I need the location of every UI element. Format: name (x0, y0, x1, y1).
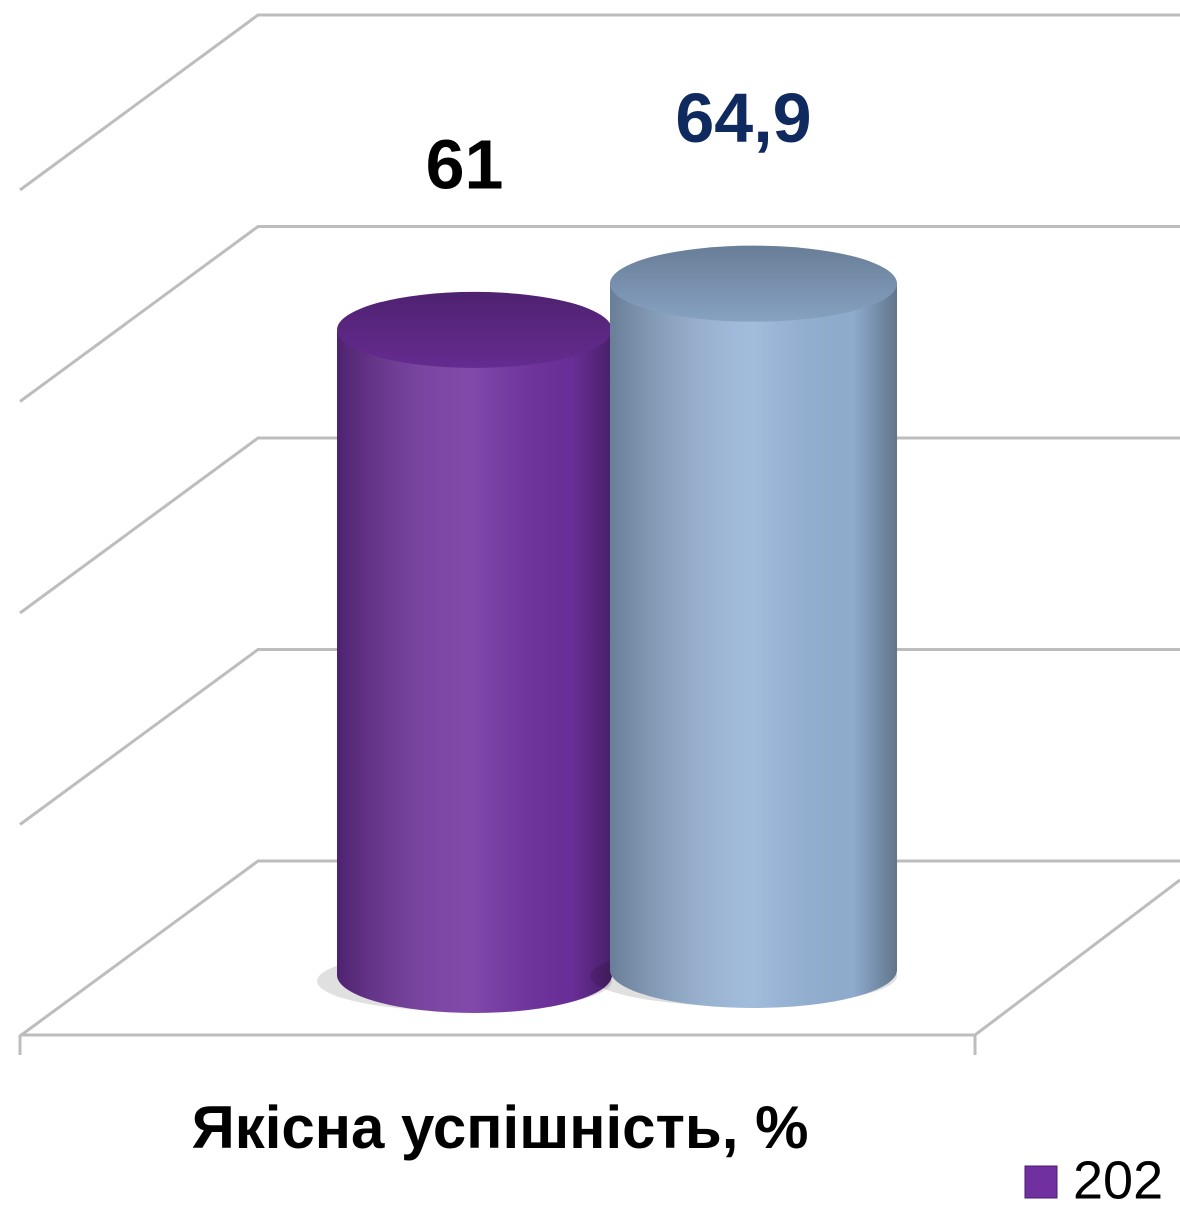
grid-line (19, 13, 1180, 192)
cylinder: 61 (317, 125, 612, 1013)
axis-ticks (18, 1035, 977, 1055)
cylinder-top-shade (610, 245, 897, 322)
cylinder-shade (337, 329, 612, 1013)
cylinder-top-shade (337, 291, 612, 368)
bars: 61 64,9 (317, 79, 897, 1013)
legend-label: 202 (1073, 1150, 1163, 1210)
grid-line (19, 225, 1180, 403)
category-label: Якісна успішність, % (192, 1094, 809, 1161)
legend-swatch (1024, 1165, 1058, 1199)
value-label: 64,9 (675, 79, 811, 157)
cylinder: 64,9 (590, 79, 897, 1008)
legend: 202 (1024, 1150, 1163, 1210)
value-label: 61 (426, 125, 504, 203)
cylinder-shade (610, 283, 897, 1008)
